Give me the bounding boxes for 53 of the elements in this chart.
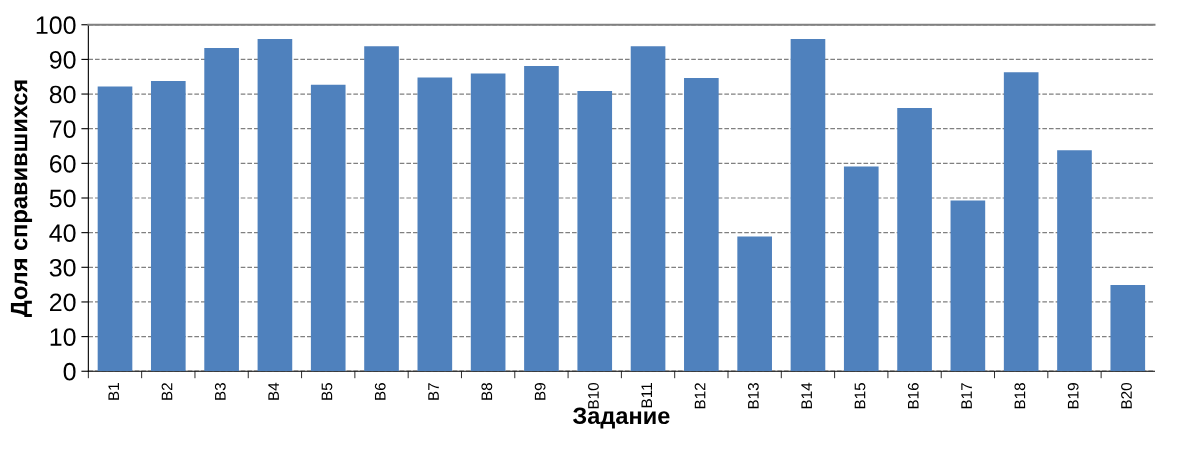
y-tick-label: 90 [49, 51, 76, 69]
bar [843, 166, 879, 372]
x-tick-label: В20 [1121, 382, 1132, 409]
x-tick-label: В12 [694, 383, 706, 409]
y-tick-label: 70 [50, 120, 76, 138]
x-tick-label: В3 [214, 383, 226, 400]
x-tick-label: В4 [268, 382, 279, 400]
y-tick-label: 0 [63, 362, 76, 381]
bar [470, 73, 506, 372]
x-tick-label: В13 [747, 383, 759, 409]
x-tick-label: В16 [907, 383, 919, 409]
x-tick-label: В1 [108, 383, 119, 400]
bar [204, 47, 239, 372]
bar [577, 90, 613, 372]
x-tick-label: В7 [428, 383, 439, 400]
bar [790, 38, 826, 372]
y-tick-label: 40 [49, 224, 76, 242]
x-tick-label: В2 [161, 383, 173, 400]
bar [950, 200, 986, 372]
y-tick-label: 100 [36, 16, 76, 35]
bar [1003, 72, 1039, 372]
x-tick-label: В6 [374, 383, 386, 400]
x-tick-label: В19 [1067, 383, 1079, 409]
x-tick-label: В9 [534, 383, 546, 400]
x-axis-title: Задание [572, 407, 670, 429]
bar [684, 78, 719, 372]
bar [1110, 284, 1146, 372]
y-tick-label: 10 [50, 328, 76, 346]
x-tick-label: В5 [321, 383, 333, 400]
y-tick-label: 50 [49, 189, 76, 208]
bar [364, 46, 399, 372]
y-tick-label: 20 [50, 293, 76, 312]
x-tick-label: В14 [801, 382, 812, 409]
y-tick-label: 80 [49, 85, 76, 104]
y-tick-label: 30 [49, 258, 76, 277]
x-tick-label: В17 [961, 383, 972, 409]
y-tick-label: 60 [50, 154, 76, 173]
bar [150, 80, 186, 372]
x-tick-label: В15 [854, 383, 866, 409]
bar [897, 107, 932, 372]
bar [737, 236, 772, 372]
bar [257, 38, 293, 372]
x-tick-label: В11 [641, 383, 652, 408]
x-tick-label: В10 [588, 382, 599, 409]
bar [1057, 150, 1092, 372]
y-axis-title: Доля справившихся [10, 80, 33, 317]
bar [630, 46, 666, 372]
x-tick-label: В8 [481, 383, 493, 400]
x-tick-label: В18 [1014, 383, 1026, 409]
bar [310, 84, 346, 372]
bar [97, 86, 133, 372]
bar [524, 65, 559, 372]
bar [417, 77, 453, 372]
